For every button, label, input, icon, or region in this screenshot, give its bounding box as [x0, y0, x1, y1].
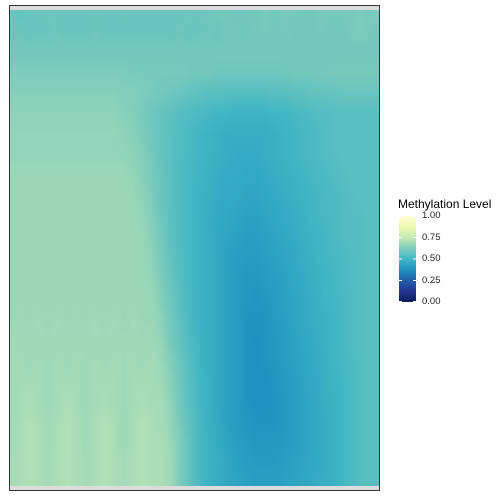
legend-title: Methylation Level: [398, 197, 492, 211]
legend-tick-label: 0.75: [422, 231, 441, 243]
heatmap-cells: [10, 10, 379, 486]
legend-tick-label: 1.00: [422, 210, 441, 221]
plot-panel: [9, 5, 380, 491]
legend: Methylation Level 0.00 0.25 0.50 0.75 1.00: [398, 197, 502, 307]
legend-colorbar-fill: [399, 216, 416, 302]
legend-tick-label: 0.50: [422, 253, 441, 264]
legend-colorbar: [399, 216, 416, 302]
legend-tick-label: 0.00: [422, 296, 441, 307]
legend-tick-label: 0.25: [422, 274, 441, 286]
